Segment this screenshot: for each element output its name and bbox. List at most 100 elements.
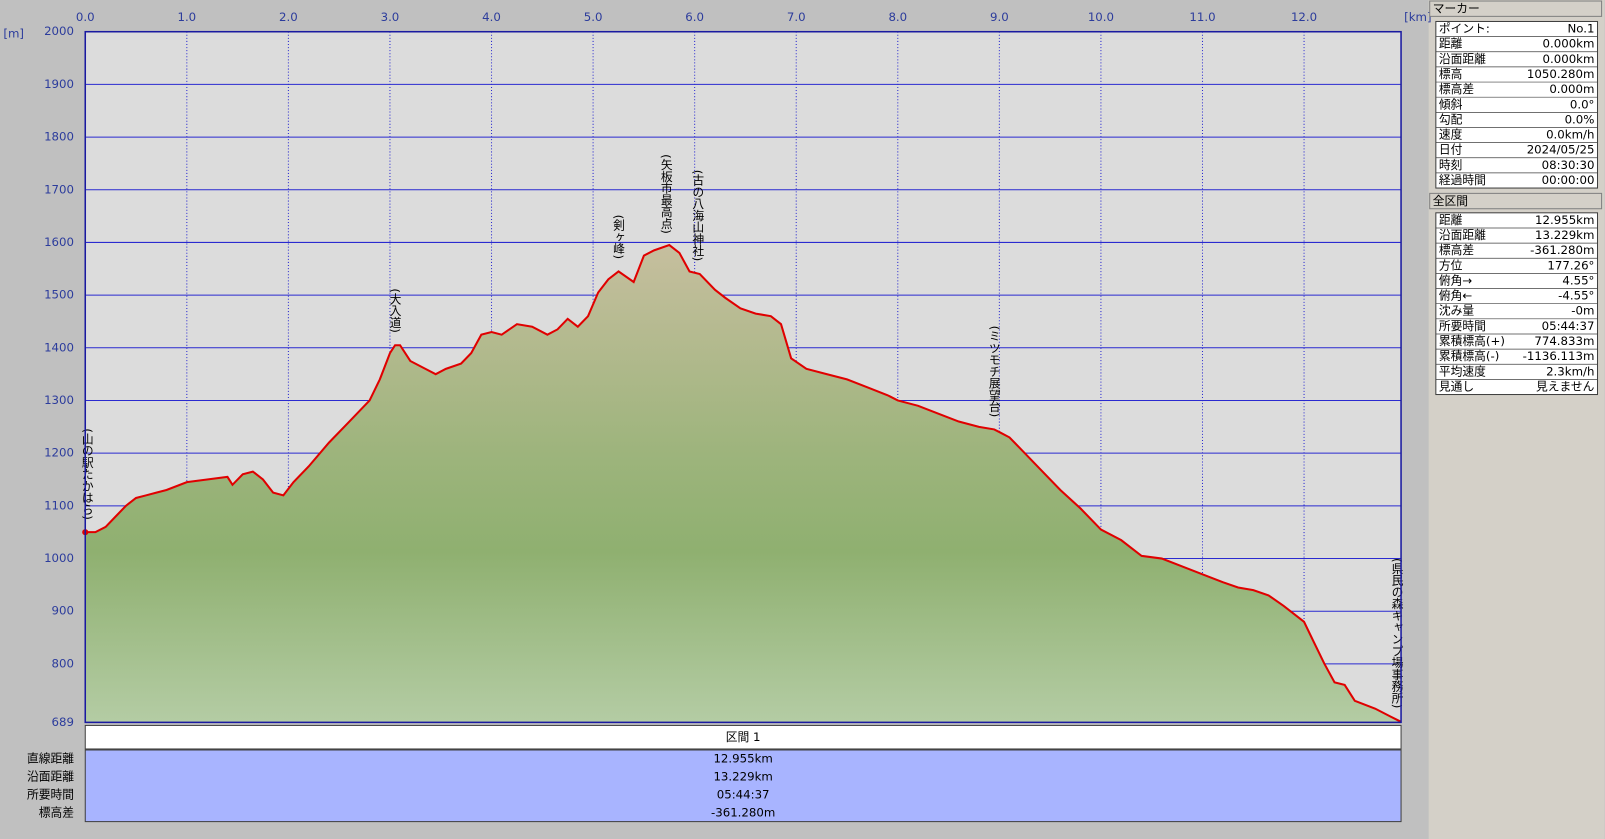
- panel-row-value: 2024/05/25: [1527, 143, 1595, 157]
- panel-row-label: 俯角←: [1439, 289, 1472, 303]
- section-body: [84, 749, 1402, 823]
- y-tick-label: 1200: [44, 446, 74, 460]
- panel-row-value: 00:00:00: [1542, 173, 1595, 187]
- y-tick-label: 1300: [44, 393, 74, 407]
- panel-header: [1429, 0, 1603, 17]
- y-tick-label: 1100: [44, 498, 74, 512]
- panel-row-label: 距離: [1439, 213, 1463, 227]
- annotation-label: (古の八海山神社): [691, 170, 705, 262]
- panel-row-value: 774.833m: [1534, 334, 1594, 348]
- panel-row-value: -4.55°: [1558, 289, 1594, 303]
- panel-row-label: 勾配: [1439, 112, 1463, 126]
- y-tick-label: 2000: [44, 24, 74, 38]
- panel-row-value: No.1: [1567, 22, 1594, 36]
- panel-row-value: 0.000km: [1543, 52, 1595, 66]
- y-tick-label: 1500: [44, 288, 74, 302]
- panel-row-label: 累積標高(-): [1439, 349, 1499, 363]
- panel-row-value: 0.0%: [1565, 112, 1595, 126]
- x-tick-label: 10.0: [1088, 10, 1114, 24]
- panel-row-value: 05:44:37: [1542, 319, 1595, 333]
- panel-row-label: 平均速度: [1439, 364, 1486, 378]
- y-tick-label: 1600: [44, 235, 74, 249]
- y-axis-label: [m]: [3, 26, 24, 40]
- panel-row-label: 沿面距離: [1439, 52, 1486, 66]
- panel-row-value: 2.3km/h: [1546, 364, 1594, 378]
- x-tick-label: 5.0: [584, 10, 603, 24]
- panel-row-label: 沈み量: [1439, 304, 1475, 318]
- panel-row-label: 標高差: [1439, 82, 1475, 96]
- panel-table: [1435, 20, 1599, 189]
- x-tick-label: 9.0: [990, 10, 1009, 24]
- panel-row-label: 経過時間: [1439, 173, 1486, 187]
- y-tick-label: 1700: [44, 182, 74, 196]
- panel-row-label: 速度: [1439, 128, 1463, 142]
- panel-row-label: 俯角→: [1439, 273, 1472, 287]
- row-value: 12.955km: [713, 752, 772, 766]
- panel-row-label: ポイント:: [1439, 22, 1490, 36]
- panel-row-value: -361.280m: [1530, 243, 1594, 257]
- y-tick-label: 800: [52, 656, 74, 670]
- panel-row-value: 0.000km: [1543, 37, 1595, 51]
- x-tick-label: 3.0: [381, 10, 400, 24]
- panel-row-label: 傾斜: [1439, 97, 1463, 111]
- panel-row-label: 累積標高(+): [1439, 334, 1505, 348]
- y-tick-label: 1400: [44, 340, 74, 354]
- x-tick-label: 4.0: [482, 10, 501, 24]
- row-label: 所要時間: [27, 788, 74, 802]
- row-label: 標高差: [39, 805, 74, 819]
- annotation-label: (県民の森キャンプ場事務所): [1390, 558, 1404, 708]
- x-tick-label: 12.0: [1291, 10, 1317, 24]
- panel-row-value: 12.955km: [1535, 213, 1594, 227]
- annotation-label: (山の駅たかはら): [80, 428, 94, 520]
- x-tick-label: 8.0: [888, 10, 907, 24]
- row-value: 05:44:37: [717, 788, 770, 802]
- panel-row-value: 08:30:30: [1542, 158, 1595, 172]
- panel-row-label: 沿面距離: [1439, 228, 1486, 242]
- panel-row-value: 見えません: [1536, 379, 1595, 393]
- annotation-label: (矢板市最高点): [659, 154, 673, 234]
- x-tick-label: 6.0: [685, 10, 704, 24]
- row-value: -361.280m: [711, 805, 775, 819]
- panel-row-value: -1136.113m: [1523, 349, 1595, 363]
- panel-row-value: 0.000m: [1549, 82, 1594, 96]
- row-label: 沿面距離: [27, 770, 74, 784]
- panel-row-value: -0m: [1571, 304, 1594, 318]
- panel-title: 全区間: [1433, 194, 1468, 208]
- panel-row-label: 標高差: [1439, 243, 1475, 257]
- x-tick-label: 2.0: [279, 10, 298, 24]
- elevation-line: [85, 243, 1402, 723]
- panel-row-label: 日付: [1439, 143, 1463, 157]
- plot-frame: [84, 30, 1402, 724]
- panel-row-value: 4.55°: [1562, 273, 1594, 287]
- x-axis-label: [km]: [1404, 10, 1431, 24]
- x-tick-label: 0.0: [76, 10, 95, 24]
- annotation-label: (大入道): [388, 288, 402, 332]
- y-tick-label: 689: [52, 715, 74, 729]
- panel-row-value: 1050.280m: [1527, 67, 1595, 81]
- annotation-label: (剣ヶ峰): [611, 215, 625, 259]
- panel-row-value: 0.0km/h: [1546, 128, 1594, 142]
- y-tick-label: 1000: [44, 551, 74, 565]
- panel-row-label: 見通し: [1439, 379, 1474, 393]
- panel-row-label: 距離: [1439, 37, 1463, 51]
- panel-row-value: 13.229km: [1535, 228, 1594, 242]
- y-tick-label: 1800: [44, 130, 74, 144]
- x-tick-label: 1.0: [177, 10, 196, 24]
- y-tick-label: 1900: [44, 77, 74, 91]
- section-header: [84, 724, 1402, 750]
- section-table: 区間 1 直線距離 12.955km 沿面距離 13.229km 所要時間 05:44:37…: [27, 724, 1402, 823]
- annotation-label: (ミツモチ展望台): [987, 326, 1001, 417]
- panel-row-label: 標高: [1439, 67, 1462, 81]
- row-label: 直線距離: [27, 752, 74, 766]
- y-tick-label: 900: [52, 604, 74, 618]
- x-tick-label: 11.0: [1189, 10, 1215, 24]
- section-title: 区間 1: [726, 730, 761, 744]
- panel-row-value: 177.26°: [1547, 258, 1594, 272]
- panel-row-label: 所要時間: [1439, 319, 1486, 333]
- row-value: 13.229km: [713, 770, 772, 784]
- x-tick-label: 7.0: [787, 10, 806, 24]
- panel-row-label: 方位: [1439, 258, 1463, 272]
